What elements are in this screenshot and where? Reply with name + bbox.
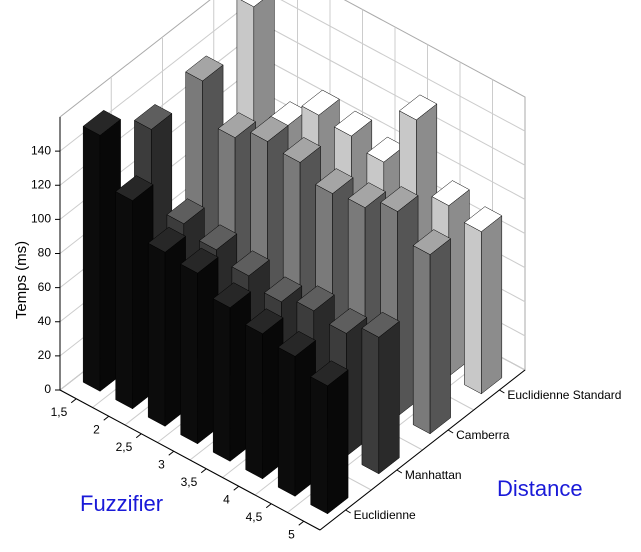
x-tick-label: 3,5	[181, 475, 198, 489]
bar-top	[328, 308, 368, 334]
grid-line	[264, 24, 526, 166]
bar-top	[245, 308, 284, 335]
y-tick-label: 80	[38, 246, 52, 260]
bar-top	[82, 109, 122, 136]
y-tick-label: 40	[38, 314, 52, 328]
bar-top	[198, 224, 238, 251]
bar-front	[361, 327, 380, 475]
bar-front	[310, 376, 328, 515]
depth-tick-label: Euclidienne Standard	[507, 388, 621, 402]
bar	[310, 360, 349, 515]
bar-top	[231, 250, 270, 277]
bar-top	[333, 110, 373, 137]
x-tick	[265, 503, 272, 509]
x-axis	[59, 389, 321, 531]
bar-top	[282, 137, 322, 163]
bar	[82, 109, 122, 392]
depth-tick	[447, 429, 454, 434]
depth-tick-label: Manhattan	[405, 468, 462, 482]
bar-top	[180, 247, 219, 274]
y-axis-title: Temps (ms)	[13, 241, 30, 319]
x-tick	[70, 398, 77, 404]
bar-top	[240, 0, 263, 8]
depth-axis	[319, 369, 526, 531]
bar-top	[185, 55, 224, 82]
x-tick-label: 1,5	[51, 405, 68, 419]
x-tick-label: 5	[288, 527, 295, 541]
x-tick-label: 4	[223, 492, 230, 506]
bar-top	[315, 168, 354, 194]
depth-tick	[396, 469, 403, 474]
x-tick	[200, 468, 207, 474]
bar-top	[147, 226, 187, 253]
bar-front	[464, 222, 482, 395]
bar	[361, 311, 400, 475]
bar-top	[133, 104, 173, 130]
bar-side	[429, 238, 451, 435]
y-tick-label: 20	[38, 348, 52, 362]
bar-top	[296, 285, 335, 312]
bar-front	[277, 346, 296, 497]
bar	[277, 330, 317, 497]
x-tick-label: 2,5	[116, 440, 133, 454]
bar-front	[147, 242, 166, 427]
y-tick-label: 0	[44, 382, 51, 396]
bar-top	[217, 112, 257, 138]
bar-front	[245, 324, 263, 480]
depth-tick	[499, 389, 505, 394]
y-tick-label: 120	[31, 177, 51, 191]
x-tick-label: 2	[93, 422, 100, 436]
bar-side	[481, 215, 503, 395]
bar-top	[431, 180, 470, 206]
grid-line	[280, 0, 526, 132]
x-tick	[298, 520, 305, 526]
bar-top	[412, 229, 452, 255]
bar-top	[463, 206, 503, 233]
bar-side	[378, 320, 400, 475]
bar-top	[250, 116, 289, 142]
bar-top	[277, 330, 317, 357]
bar-top	[301, 89, 340, 116]
bar-front	[412, 245, 431, 435]
bar-front	[180, 263, 198, 445]
bar-top	[361, 311, 400, 338]
bar	[147, 226, 187, 427]
x-tick	[135, 433, 142, 439]
bar	[180, 247, 219, 445]
bar	[463, 206, 503, 395]
depth-tick-label: Euclidienne	[354, 508, 416, 522]
bar-top	[212, 282, 252, 309]
bar	[412, 229, 452, 435]
bar-top	[263, 276, 303, 303]
y-tick-label: 60	[38, 280, 52, 294]
y-tick-label: 140	[31, 143, 51, 157]
bar-top	[398, 94, 438, 121]
x-axis-title: Fuzzifier	[80, 491, 163, 516]
bar	[212, 282, 252, 462]
bar-top	[380, 186, 419, 212]
x-tick	[233, 485, 240, 491]
depth-axis-title: Distance	[497, 476, 583, 501]
depth-tick-label: Camberra	[456, 428, 510, 442]
bar-top	[347, 182, 387, 208]
bar-top	[115, 175, 154, 201]
grid-line	[264, 58, 526, 200]
x-tick-label: 4,5	[246, 510, 263, 524]
bar-top	[310, 360, 349, 387]
x-tick-label: 3	[158, 457, 165, 471]
bar-front	[115, 191, 133, 410]
bar	[245, 308, 284, 480]
x-tick	[168, 450, 175, 456]
bar-front	[212, 298, 231, 462]
depth-tick	[345, 509, 351, 514]
x-tick	[103, 415, 110, 421]
y-tick-label: 100	[31, 212, 51, 226]
bar-side	[327, 369, 349, 515]
bar-top	[166, 198, 205, 225]
bar-front	[82, 125, 101, 392]
bar	[115, 175, 154, 410]
